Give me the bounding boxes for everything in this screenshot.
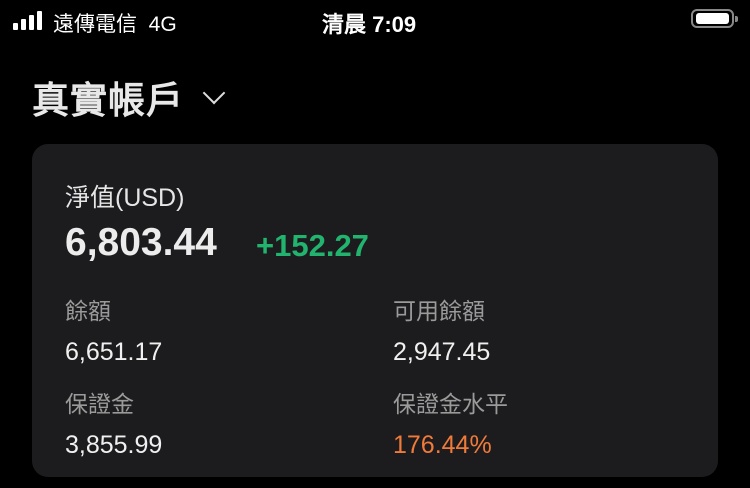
margin-level-label: 保證金水平	[393, 391, 508, 417]
net-value: 6,803.44	[65, 221, 217, 264]
clock: 清晨 7:09	[322, 12, 417, 37]
available-balance-label: 可用餘額	[393, 298, 485, 324]
net-value-label: 淨值(USD)	[65, 184, 185, 212]
margin-label: 保證金	[65, 391, 134, 417]
balance-label: 餘額	[65, 298, 111, 324]
signal-icon	[13, 10, 42, 30]
account-title: 真實帳戶	[32, 80, 184, 121]
margin-value: 3,855.99	[65, 431, 163, 459]
margin-level-value: 176.44%	[393, 431, 492, 459]
available-balance: 可用餘額 2,947.45	[393, 292, 490, 367]
chevron-down-icon[interactable]	[202, 81, 226, 105]
account-selector[interactable]: 真實帳戶	[32, 70, 226, 124]
network-type: 4G	[148, 13, 177, 36]
carrier-label: 遠傳電信 4G	[53, 8, 177, 38]
margin-level: 保證金水平 176.44%	[393, 385, 508, 460]
available-balance-value: 2,947.45	[393, 338, 491, 366]
balance-value: 6,651.17	[65, 338, 163, 366]
account-summary-card: 淨值(USD) 6,803.44 +152.27 餘額 6,651.17 可用餘…	[32, 144, 718, 477]
status-bar: 遠傳電信 4G 清晨 7:09	[0, 0, 750, 40]
net-change: +152.27	[256, 228, 369, 263]
carrier-name: 遠傳電信	[53, 13, 137, 36]
battery-icon	[691, 9, 738, 28]
margin: 保證金 3,855.99	[65, 385, 162, 460]
balance: 餘額 6,651.17	[65, 292, 162, 367]
